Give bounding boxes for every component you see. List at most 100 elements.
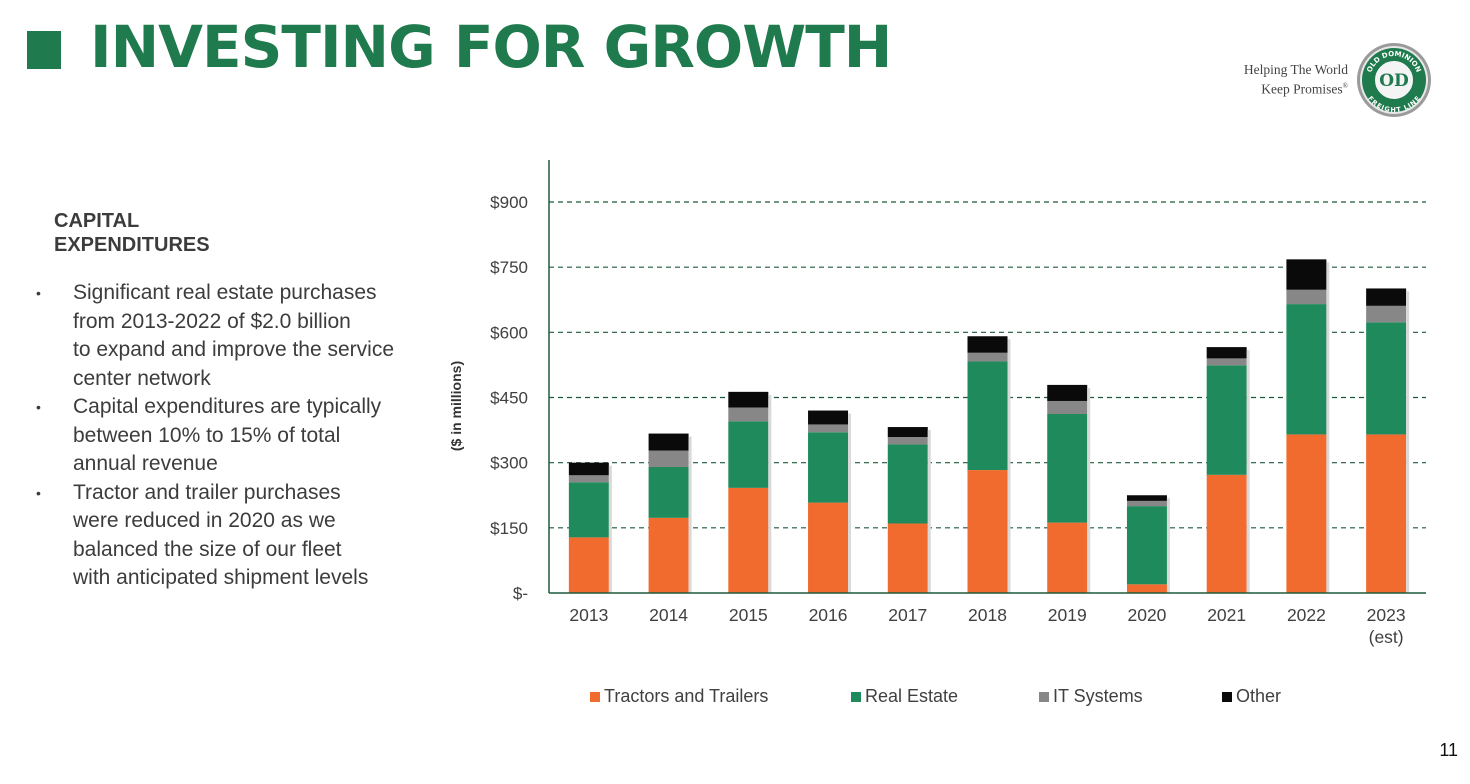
bullet-line: Capital expenditures are typically bbox=[73, 395, 382, 418]
legend-item: Real Estate bbox=[851, 686, 958, 707]
bar-tractors-and-trailers-2013 bbox=[568, 537, 609, 593]
y-axis-label: ($ in millions) bbox=[448, 360, 464, 452]
bar-it-systems-2017 bbox=[887, 437, 928, 445]
bar-shadow bbox=[608, 465, 612, 593]
y-tick-label: $150 bbox=[490, 519, 528, 538]
bar-other-2021 bbox=[1206, 347, 1247, 359]
bar-other-2014 bbox=[648, 433, 689, 451]
bar-other-2019 bbox=[1047, 384, 1088, 401]
y-tick-label: $750 bbox=[490, 258, 528, 277]
legend-swatch bbox=[1222, 691, 1232, 702]
bar-shadow bbox=[927, 430, 931, 593]
bar-tractors-and-trailers-2019 bbox=[1047, 522, 1088, 593]
bar-real-estate-2020 bbox=[1126, 506, 1167, 585]
bar-other-2018 bbox=[967, 336, 1008, 353]
bar-stacks bbox=[568, 259, 1410, 593]
bar-stack-2021 bbox=[1206, 347, 1250, 593]
logo-monogram: OD bbox=[1379, 71, 1409, 91]
bullet-line: Significant real estate purchases bbox=[73, 281, 377, 304]
bar-shadow bbox=[768, 394, 772, 593]
legend-item: Other bbox=[1222, 686, 1281, 707]
legend-item: IT Systems bbox=[1039, 686, 1143, 707]
x-tick-labels: 2013 2014 2015 2016 2017 2018 2019 2020 2021 2022… bbox=[569, 605, 1405, 647]
bar-it-systems-2016 bbox=[808, 424, 849, 433]
bar-shadow bbox=[1326, 262, 1330, 593]
bar-stack-2015 bbox=[728, 391, 772, 593]
y-tick-labels: $- $150 $300 $450 $600 $750 $900 bbox=[490, 193, 528, 603]
bar-stack-2013 bbox=[568, 462, 612, 593]
x-tick-label: 2017 bbox=[888, 605, 927, 625]
bar-it-systems-2014 bbox=[648, 450, 689, 468]
page-number: 11 bbox=[1439, 740, 1458, 760]
bar-it-systems-2015 bbox=[728, 407, 769, 422]
bar-it-systems-2021 bbox=[1206, 358, 1247, 366]
y-tick-label: $900 bbox=[490, 193, 528, 212]
legend-swatch bbox=[1039, 691, 1049, 702]
x-tick-label-sub: (est) bbox=[1369, 627, 1404, 647]
bar-shadow bbox=[848, 413, 852, 593]
bar-real-estate-2017 bbox=[887, 444, 928, 524]
chart-legend: Tractors and Trailers Real Estate IT Syste… bbox=[0, 686, 1470, 710]
bar-other-2016 bbox=[808, 410, 849, 425]
bar-tractors-and-trailers-2021 bbox=[1206, 474, 1247, 593]
bar-real-estate-2021 bbox=[1206, 365, 1247, 475]
bar-stack-2020 bbox=[1126, 495, 1170, 593]
bar-tractors-and-trailers-2020 bbox=[1126, 584, 1167, 593]
bullet-line: Tractor and trailer purchases bbox=[73, 480, 341, 504]
bar-it-systems-2020 bbox=[1126, 500, 1167, 507]
bar-other-2020 bbox=[1126, 495, 1167, 501]
bullet-line: between 10% to 15% of total bbox=[73, 423, 341, 447]
bar-shadow bbox=[688, 436, 692, 593]
legend-swatch bbox=[851, 691, 861, 702]
bar-it-systems-2023 bbox=[1366, 305, 1407, 323]
bullet-line: from 2013-2022 of $2.0 billion bbox=[73, 309, 351, 333]
x-tick-label: 2019 bbox=[1048, 605, 1087, 625]
bullet-line: center network bbox=[73, 366, 211, 390]
company-tagline: Helping The World Keep Promises® bbox=[1244, 62, 1348, 98]
x-tick-label: 2023 bbox=[1367, 605, 1406, 625]
bar-it-systems-2022 bbox=[1286, 289, 1327, 305]
section-title-line-1: CAPITAL bbox=[54, 210, 140, 232]
bar-other-2013 bbox=[568, 462, 609, 476]
bullet-line: balanced the size of our fleet bbox=[73, 537, 342, 561]
bullet-item: • Capital expenditures are typically bet… bbox=[36, 393, 416, 479]
bar-it-systems-2018 bbox=[967, 352, 1008, 362]
bullet-item: • Tractor and trailer purchases were red… bbox=[36, 479, 416, 593]
bar-real-estate-2013 bbox=[568, 482, 609, 538]
bar-shadow bbox=[1166, 498, 1170, 593]
y-tick-label: $300 bbox=[490, 454, 528, 473]
bar-tractors-and-trailers-2018 bbox=[967, 470, 1008, 593]
bullet-line: annual revenue bbox=[73, 452, 218, 475]
section-title: CAPITAL EXPENDITURES bbox=[54, 209, 274, 257]
bar-stack-2018 bbox=[967, 336, 1011, 593]
bar-real-estate-2022 bbox=[1286, 304, 1327, 435]
x-tick-label: 2022 bbox=[1287, 605, 1326, 625]
company-logo-seal: OLD DOMINION FREIGHT LINE OD bbox=[1357, 43, 1431, 117]
gridlines bbox=[549, 201, 1426, 529]
bar-stack-2017 bbox=[887, 427, 931, 593]
bar-shadow bbox=[1246, 350, 1250, 593]
bar-tractors-and-trailers-2023 bbox=[1366, 434, 1407, 593]
bar-shadow bbox=[1087, 387, 1091, 593]
bar-shadow bbox=[1406, 291, 1410, 593]
legend-item: Tractors and Trailers bbox=[590, 686, 768, 707]
section-title-line-2: EXPENDITURES bbox=[54, 234, 210, 256]
bullet-list: • Significant real estate purchases from… bbox=[36, 279, 416, 593]
bar-real-estate-2018 bbox=[967, 361, 1008, 471]
bullet-dot: • bbox=[36, 399, 41, 415]
bar-other-2022 bbox=[1286, 259, 1327, 290]
bar-stack-2023 bbox=[1366, 288, 1410, 593]
bullet-item: • Significant real estate purchases from… bbox=[36, 279, 416, 393]
axes bbox=[548, 160, 1426, 594]
bar-real-estate-2019 bbox=[1047, 414, 1088, 523]
x-tick-label: 2020 bbox=[1127, 605, 1166, 625]
bar-stack-2019 bbox=[1047, 384, 1091, 593]
bar-stack-2014 bbox=[648, 433, 692, 593]
bar-stack-2022 bbox=[1286, 259, 1330, 593]
bar-other-2015 bbox=[728, 391, 769, 408]
bar-tractors-and-trailers-2022 bbox=[1286, 434, 1327, 593]
tagline-line-2: Keep Promises® bbox=[1261, 81, 1348, 97]
bullet-line: were reduced in 2020 as we bbox=[73, 509, 336, 532]
x-tick-label: 2021 bbox=[1207, 605, 1246, 625]
